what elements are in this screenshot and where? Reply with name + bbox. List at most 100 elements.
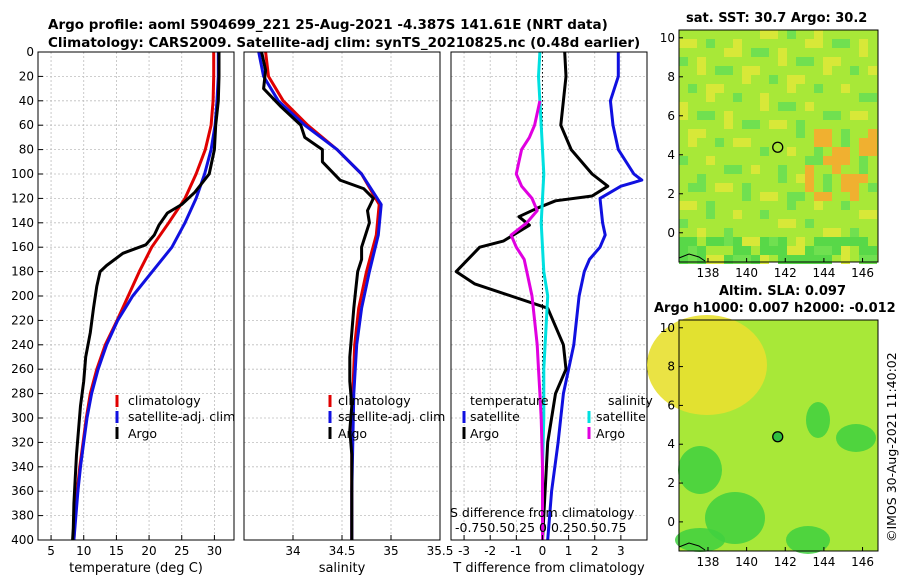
legend-t-satellite-label: satellite [470, 409, 520, 424]
x-tick-label: 35 [383, 544, 398, 558]
sst-cell [742, 138, 751, 147]
sst-cell [760, 210, 769, 219]
sst-cell [805, 165, 814, 174]
sst-cell [841, 201, 850, 210]
coastline [678, 253, 706, 262]
sst-cell [733, 237, 742, 246]
sla-low-region [836, 424, 876, 452]
sst-cell [715, 138, 724, 147]
sst-cell [733, 39, 742, 48]
map-x-tick-label: 140 [735, 266, 758, 280]
y-tick-label: 200 [11, 289, 34, 303]
series-line-temperature-argo [454, 51, 610, 541]
sst-cell [805, 39, 814, 48]
series-line-temperature-satellite [546, 52, 644, 541]
legend-temperature-title: temperature [470, 393, 549, 408]
sst-cell [859, 138, 868, 147]
series-line-satellite-adj-clim [257, 51, 383, 540]
sst-cell [787, 201, 796, 210]
sst-cell [814, 246, 823, 255]
y-tick-label: 160 [11, 240, 34, 254]
x-tick-label: 5 [47, 544, 55, 558]
sst-cell [805, 246, 814, 255]
sst-cell [841, 147, 850, 156]
sst-cell [724, 165, 733, 174]
sst-cell [868, 210, 877, 219]
sla-map-title-2: Argo h1000: 0.007 h2000: -0.012 [654, 301, 896, 316]
sst-cell [796, 129, 805, 138]
sst-cell [751, 66, 760, 75]
sst-cell [805, 156, 814, 165]
legend-s-satellite-label: satellite [596, 409, 646, 424]
x-tick-label: 35.5 [427, 544, 454, 558]
sst-cell [724, 183, 733, 192]
sst-cell [679, 237, 688, 246]
sst-cell [724, 255, 733, 264]
sst-cell [832, 111, 841, 120]
sst-cell [859, 93, 868, 102]
map-y-tick-label: 4 [667, 148, 675, 162]
sst-cell [796, 192, 805, 201]
sst-cell [697, 183, 706, 192]
sst-cell [688, 129, 697, 138]
sst-cell [715, 183, 724, 192]
sst-cell [832, 156, 841, 165]
sst-cell [796, 255, 805, 264]
sst-cell [787, 75, 796, 84]
sst-cell [742, 246, 751, 255]
sst-cell [724, 48, 733, 57]
legend-satellite-label: satellite-adj. clim [128, 409, 235, 424]
sst-cell [706, 210, 715, 219]
legend-s-argo-label: Argo [596, 426, 625, 441]
sst-cell [742, 75, 751, 84]
sla-low-region [675, 528, 725, 552]
sst-cell [796, 174, 805, 183]
y-tick-label: 340 [11, 460, 34, 474]
sst-cell [733, 93, 742, 102]
sst-cell [796, 246, 805, 255]
y-tick-label: 240 [11, 338, 34, 352]
sst-cell [814, 30, 823, 39]
sst-cell [715, 84, 724, 93]
y-tick-label: 220 [11, 313, 34, 327]
sst-cell [850, 183, 859, 192]
sst-cell [805, 174, 814, 183]
y-tick-label: 260 [11, 362, 34, 376]
sst-cell [859, 165, 868, 174]
sst-cell [823, 183, 832, 192]
sst-cell [724, 228, 733, 237]
y-tick-label: 360 [11, 484, 34, 498]
sst-cell [832, 237, 841, 246]
sst-cell [778, 174, 787, 183]
sst-cell [805, 57, 814, 66]
sst-cell [724, 111, 733, 120]
map-x-tick-label: 140 [735, 555, 758, 569]
sst-cell [868, 138, 877, 147]
sst-cell [823, 138, 832, 147]
sst-cell [697, 255, 706, 264]
sst-map: 138 140 142 144 146 10 8 6 4 2 0 [660, 29, 879, 280]
argo-float-marker [772, 431, 784, 443]
series-line-climatology [264, 51, 381, 540]
sla-low-region [786, 526, 830, 554]
sst-cell [805, 102, 814, 111]
sst-cell [760, 147, 769, 156]
y-tick-label: 320 [11, 435, 34, 449]
sst-cell [850, 228, 859, 237]
temperature-panel: 5 10 15 20 25 3002040608010012014016018020022… [11, 45, 235, 576]
sst-cell [823, 192, 832, 201]
sla-map: 138 140 142 144 146 10 8 6 4 2 0 [647, 315, 879, 569]
sla-low-region [806, 402, 830, 438]
sst-cell [787, 192, 796, 201]
sst-cell [868, 183, 877, 192]
x-axis-label: T difference from climatology [452, 561, 645, 576]
map-y-tick-label: 4 [667, 437, 675, 451]
sst-cell [742, 120, 751, 129]
sst-cell [769, 237, 778, 246]
legend-climatology-label: climatology [338, 393, 411, 408]
sst-cell [688, 39, 697, 48]
legend-satellite-label: satellite-adj. clim [338, 409, 445, 424]
sst-cell [769, 75, 778, 84]
sst-cell [832, 39, 841, 48]
x-tick-label: -1 [510, 544, 522, 558]
